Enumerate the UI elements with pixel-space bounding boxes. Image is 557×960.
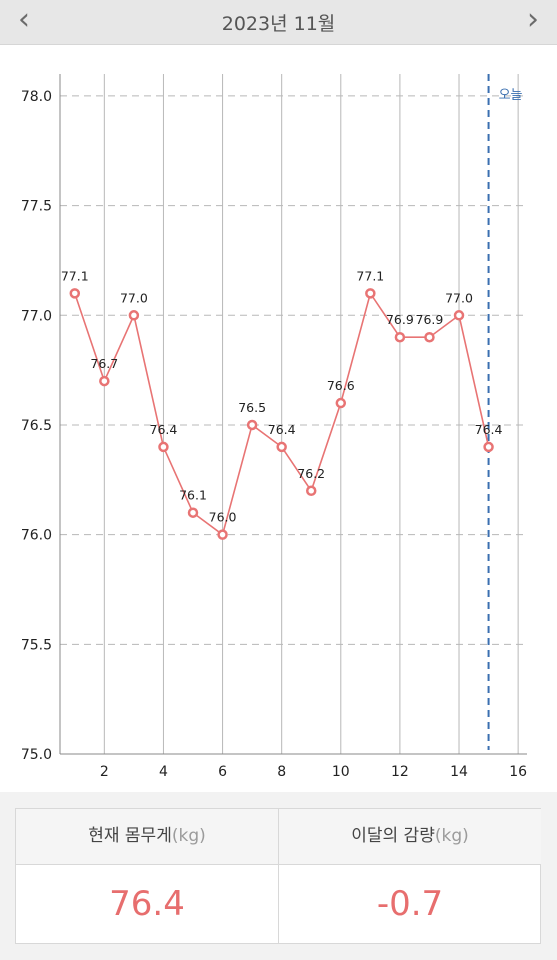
data-label: 76.2	[297, 466, 325, 481]
summary-table: 현재 몸무게(kg) 76.4 이달의 감량(kg) -0.7	[15, 808, 541, 944]
chevron-left-icon[interactable]: ‹	[18, 2, 30, 37]
data-label: 76.9	[416, 312, 444, 327]
x-tick-label: 8	[277, 764, 286, 780]
data-point	[424, 331, 435, 343]
y-tick-label: 75.0	[21, 747, 52, 763]
month-header: ‹ 2023년 11월 ›	[0, 0, 557, 45]
y-tick-label: 75.5	[21, 637, 52, 653]
x-tick-label: 10	[332, 764, 350, 780]
current-weight-cell: 현재 몸무게(kg) 76.4	[16, 809, 279, 943]
data-label: 76.4	[475, 422, 503, 437]
data-point	[394, 331, 406, 343]
data-label: 76.0	[209, 510, 237, 525]
data-label: 76.7	[90, 356, 118, 371]
data-point	[305, 485, 317, 497]
data-label: 76.4	[150, 422, 178, 437]
y-tick-label: 76.5	[21, 418, 52, 434]
data-point	[453, 310, 465, 321]
data-point	[246, 419, 258, 431]
monthly-change-header: 이달의 감량(kg)	[279, 809, 541, 865]
data-point	[158, 441, 169, 453]
data-point	[128, 310, 140, 321]
x-tick-label: 12	[391, 764, 409, 780]
x-tick-label: 2	[100, 764, 109, 780]
data-label: 77.0	[445, 290, 473, 305]
data-label: 77.0	[120, 290, 148, 305]
x-tick-label: 4	[159, 764, 168, 780]
data-label: 77.1	[61, 268, 89, 283]
x-tick-label: 14	[450, 764, 468, 780]
x-tick-label: 6	[218, 764, 227, 780]
current-weight-header: 현재 몸무게(kg)	[16, 809, 278, 865]
data-point	[187, 507, 199, 518]
data-point	[69, 288, 81, 299]
monthly-change-unit: (kg)	[434, 826, 469, 846]
data-point	[365, 288, 376, 299]
data-point	[483, 441, 494, 453]
y-tick-label: 77.5	[21, 199, 52, 215]
monthly-change-cell: 이달의 감량(kg) -0.7	[279, 809, 541, 943]
data-label: 77.1	[356, 268, 384, 283]
data-point	[99, 375, 110, 387]
data-point	[217, 529, 228, 540]
data-label: 76.9	[386, 312, 414, 327]
current-weight-label: 현재 몸무게	[88, 826, 172, 846]
today-label: 오늘	[499, 88, 523, 103]
current-weight-value: 76.4	[109, 884, 185, 924]
data-label: 76.5	[238, 400, 266, 415]
chevron-right-icon[interactable]: ›	[527, 2, 539, 37]
data-point	[335, 397, 347, 409]
y-tick-label: 78.0	[21, 89, 52, 105]
data-label: 76.1	[179, 488, 207, 503]
data-point	[276, 441, 287, 453]
monthly-change-label: 이달의 감량	[351, 826, 435, 846]
weight-chart: 78.0 77.5 77.0 76.5 76.0 75.5 75.0 2 4 6 8 10 12 14 16…	[21, 74, 527, 780]
x-tick-label: 16	[509, 764, 527, 780]
y-tick-label: 76.0	[21, 528, 52, 544]
current-weight-unit: (kg)	[171, 826, 206, 846]
data-label: 76.6	[327, 378, 355, 393]
data-label: 76.4	[268, 422, 296, 437]
y-tick-label: 77.0	[21, 308, 52, 324]
month-title: 2023년 11월	[221, 13, 336, 35]
monthly-change-value: -0.7	[376, 884, 444, 924]
